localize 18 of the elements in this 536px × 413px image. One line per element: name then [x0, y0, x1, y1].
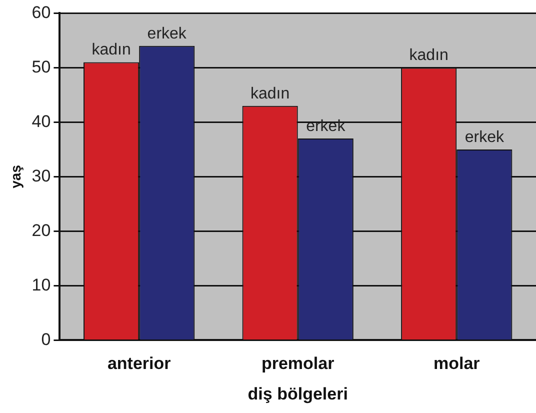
- y-tick-label: 0: [41, 330, 51, 349]
- series-label: kadın: [92, 42, 131, 59]
- x-tick-label: premolar: [261, 354, 335, 374]
- x-tick-label: anterior: [107, 354, 172, 374]
- x-tick-label: molar: [433, 354, 480, 374]
- y-tick-label: 30: [32, 166, 51, 186]
- text: kadın: [409, 47, 448, 64]
- text: kadın: [250, 85, 290, 102]
- y-axis-title: yaş: [7, 164, 24, 188]
- text: erkek: [306, 118, 346, 135]
- y-tick-label: 20: [32, 220, 51, 240]
- text: erkek: [464, 128, 504, 146]
- x-axis-title: diş bölgeleri: [248, 384, 348, 404]
- y-tick-label: 40: [32, 112, 51, 131]
- y-tick-label: 50: [32, 57, 51, 76]
- series-label: erkek: [147, 25, 188, 42]
- y-tick-label: 60: [32, 2, 51, 22]
- y-tick-label: 10: [32, 275, 51, 294]
